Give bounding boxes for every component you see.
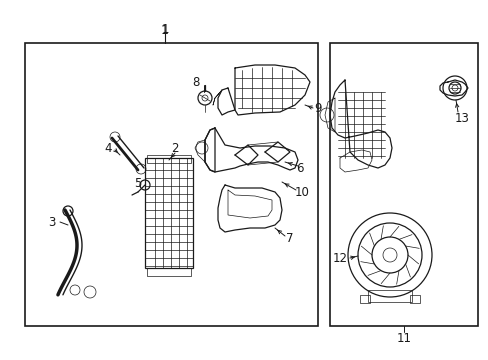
Bar xyxy=(147,268,191,276)
Text: 3: 3 xyxy=(48,216,56,229)
Bar xyxy=(367,290,411,302)
Bar xyxy=(147,155,191,163)
Text: 10: 10 xyxy=(294,185,309,198)
Text: 1: 1 xyxy=(161,23,168,36)
Bar xyxy=(329,43,477,326)
Text: 4: 4 xyxy=(104,141,112,154)
Bar xyxy=(145,158,193,268)
Bar xyxy=(25,43,317,326)
Text: 1: 1 xyxy=(161,23,168,36)
Text: 6: 6 xyxy=(296,162,303,175)
Text: 13: 13 xyxy=(454,112,468,125)
Bar xyxy=(359,295,369,303)
Text: 5: 5 xyxy=(134,176,142,189)
Text: 7: 7 xyxy=(285,231,293,244)
Text: 8: 8 xyxy=(192,76,199,89)
Text: 9: 9 xyxy=(314,102,321,114)
Text: 11: 11 xyxy=(396,332,411,345)
Text: 12: 12 xyxy=(332,252,347,265)
Bar xyxy=(409,295,419,303)
Text: 2: 2 xyxy=(171,141,179,154)
